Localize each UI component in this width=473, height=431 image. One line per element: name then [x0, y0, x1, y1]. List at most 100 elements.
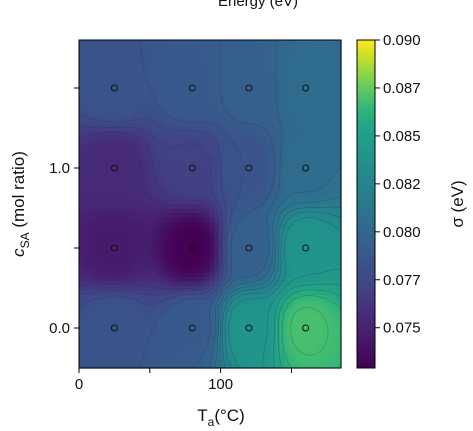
heatmap-cell [240, 81, 246, 87]
heatmap-cell [201, 172, 207, 178]
heatmap-cell [231, 327, 237, 333]
heatmap-cell [336, 295, 342, 301]
heatmap-cell [166, 117, 172, 123]
heatmap-cell [336, 235, 342, 242]
heatmap-cell [122, 276, 128, 283]
heatmap-cell [266, 245, 272, 251]
heatmap-cell [83, 213, 89, 219]
heatmap-cell [205, 49, 211, 55]
heatmap-cell [244, 272, 250, 278]
heatmap-cell [127, 172, 132, 178]
heatmap-cell [327, 249, 333, 255]
heatmap-cell [284, 181, 290, 187]
heatmap-cell [271, 176, 277, 182]
heatmap-cell [244, 363, 250, 369]
heatmap-cell [79, 199, 84, 205]
heatmap-cell [262, 286, 268, 292]
heatmap-cell [266, 99, 272, 105]
heatmap-cell [113, 126, 119, 132]
heatmap-cell [166, 67, 172, 73]
heatmap-cell [218, 231, 224, 237]
heatmap-cell [100, 190, 106, 196]
heatmap-cell [262, 153, 268, 160]
heatmap-cell [236, 245, 242, 251]
heatmap-cell [227, 153, 233, 160]
heatmap-cell [319, 117, 325, 123]
heatmap-cell [279, 112, 285, 119]
heatmap-cell [135, 172, 141, 178]
heatmap-cell [109, 185, 115, 191]
heatmap-cell [201, 345, 207, 351]
heatmap-cell [83, 313, 89, 319]
heatmap-cell [196, 208, 202, 214]
heatmap-cell [183, 149, 189, 155]
heatmap-cell [175, 322, 181, 328]
heatmap-cell [314, 363, 320, 369]
heatmap-cell [275, 217, 281, 223]
heatmap-cell [192, 222, 198, 228]
heatmap-cell [122, 199, 128, 205]
heatmap-cell [266, 222, 272, 228]
heatmap-cell [135, 254, 141, 260]
heatmap-cell [201, 254, 207, 260]
heatmap-cell [192, 304, 198, 310]
heatmap-cell [205, 336, 211, 342]
heatmap-cell [327, 222, 333, 228]
heatmap-cell [105, 276, 111, 283]
heatmap-cell [223, 204, 229, 210]
heatmap-cell [79, 76, 84, 82]
heatmap-cell [144, 286, 150, 292]
heatmap-cell [79, 181, 84, 187]
heatmap-cell [153, 126, 159, 132]
heatmap-cell [83, 81, 89, 87]
heatmap-cell [262, 249, 268, 255]
heatmap-cell [266, 49, 272, 55]
heatmap-cell [135, 313, 141, 319]
heatmap-cell [109, 108, 115, 114]
heatmap-cell [323, 295, 329, 301]
heatmap-cell [275, 108, 281, 114]
heatmap-cell [271, 349, 277, 355]
heatmap-cell [279, 263, 285, 269]
heatmap-cell [79, 208, 84, 214]
heatmap-cell [148, 317, 154, 324]
heatmap-cell [79, 226, 84, 232]
heatmap-cell [297, 163, 303, 169]
heatmap-cell [236, 94, 242, 100]
heatmap-cell [266, 167, 272, 173]
heatmap-cell [240, 176, 246, 182]
heatmap-cell [196, 94, 202, 100]
heatmap-cell [323, 245, 329, 251]
heatmap-cell [227, 49, 233, 55]
heatmap-cell [153, 49, 159, 55]
heatmap-cell [96, 240, 102, 246]
heatmap-cell [236, 340, 242, 346]
heatmap-cell [161, 181, 167, 187]
heatmap-cell [131, 240, 137, 246]
heatmap-cell [183, 340, 189, 346]
heatmap-cell [236, 276, 242, 283]
heatmap-cell [214, 140, 220, 146]
heatmap-cell [240, 144, 246, 150]
heatmap-cell [214, 313, 220, 319]
heatmap-cell [118, 71, 124, 78]
heatmap-cell [271, 226, 277, 232]
heatmap-cell [258, 176, 263, 182]
heatmap-cell [210, 163, 215, 169]
heatmap-cell [301, 112, 307, 119]
heatmap-cell [83, 336, 89, 342]
heatmap-cell [314, 153, 320, 160]
heatmap-cell [166, 199, 172, 205]
heatmap-cell [183, 103, 189, 109]
heatmap-cell [109, 135, 115, 141]
heatmap-cell [258, 99, 263, 105]
heatmap-cell [122, 231, 128, 237]
heatmap-cell [332, 340, 338, 346]
heatmap-cell [79, 240, 84, 246]
heatmap-cell [249, 62, 255, 68]
heatmap-cell [188, 222, 194, 228]
heatmap-cell [83, 299, 89, 305]
heatmap-cell [148, 44, 154, 50]
heatmap-cell [332, 313, 338, 319]
heatmap-cell [227, 144, 233, 150]
